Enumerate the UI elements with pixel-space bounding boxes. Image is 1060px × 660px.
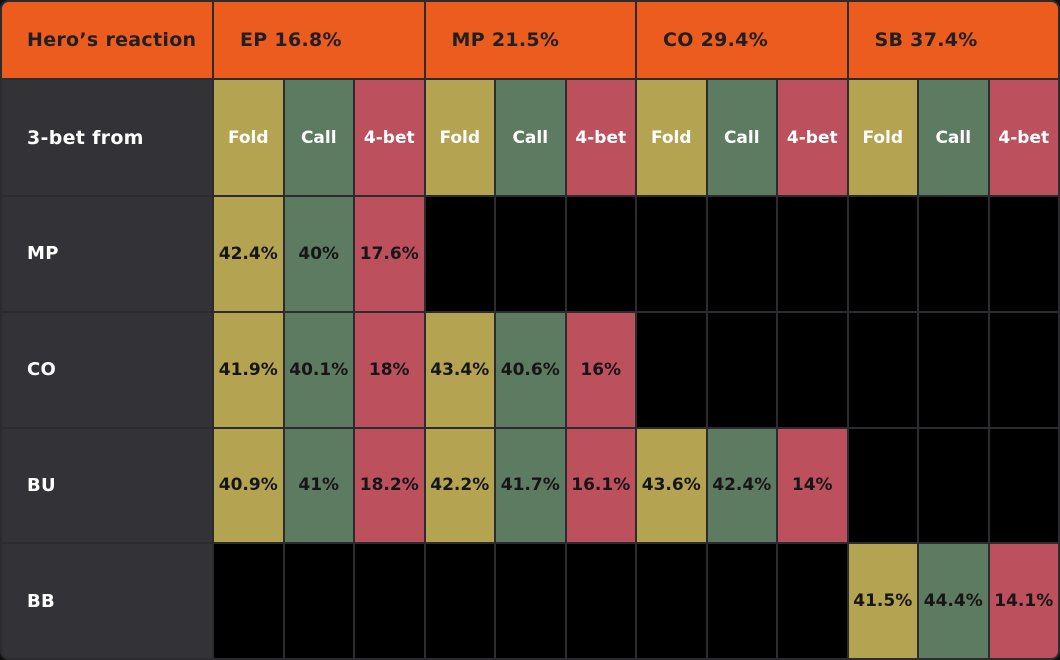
empty-cell	[707, 544, 776, 658]
empty-cell	[425, 544, 494, 658]
data-cell: 42.4%	[214, 197, 283, 311]
empty-cell	[496, 197, 565, 311]
action-header-fold: Fold	[637, 80, 706, 195]
data-cell: 14%	[778, 428, 847, 543]
data-cell: 16%	[566, 312, 635, 427]
empty-cell	[566, 197, 635, 311]
empty-cell	[637, 312, 706, 427]
data-cell: 40%	[284, 197, 353, 311]
data-cell: 41.9%	[214, 312, 283, 427]
data-cell: 42.2%	[425, 428, 494, 543]
data-cell: 18.2%	[355, 428, 424, 543]
empty-cell	[989, 312, 1058, 427]
data-cell: 43.4%	[425, 312, 494, 427]
action-header-call: Call	[707, 80, 776, 195]
empty-cell	[848, 428, 917, 543]
row-label: BB	[2, 544, 212, 658]
data-cell: 16.1%	[566, 428, 635, 543]
action-header-fold: Fold	[848, 80, 917, 195]
empty-cell	[778, 197, 847, 311]
action-header-4bet: 4-bet	[355, 80, 424, 195]
empty-cell	[707, 312, 776, 427]
empty-cell	[707, 197, 776, 311]
empty-cell	[919, 428, 988, 543]
data-cell: 42.4%	[707, 428, 776, 543]
row-header-label: 3-bet from	[2, 80, 212, 195]
empty-cell	[637, 197, 706, 311]
empty-cell	[778, 544, 847, 658]
empty-cell	[989, 428, 1058, 543]
empty-cell	[496, 544, 565, 658]
data-cell: 43.6%	[637, 428, 706, 543]
empty-cell	[355, 544, 424, 658]
action-header-4bet: 4-bet	[778, 80, 847, 195]
action-header-call: Call	[284, 80, 353, 195]
empty-cell	[778, 312, 847, 427]
empty-cell	[848, 197, 917, 311]
data-cell: 40.6%	[496, 312, 565, 427]
data-cell: 41%	[284, 428, 353, 543]
empty-cell	[848, 312, 917, 427]
action-header-call: Call	[919, 80, 988, 195]
row-label: MP	[2, 197, 212, 311]
group-header-mp: MP 21.5%	[425, 2, 635, 78]
action-header-fold: Fold	[425, 80, 494, 195]
empty-cell	[425, 197, 494, 311]
empty-cell	[989, 197, 1058, 311]
table-title: Hero’s reaction	[2, 2, 212, 78]
empty-cell	[919, 312, 988, 427]
empty-cell	[637, 544, 706, 658]
data-cell: 40.1%	[284, 312, 353, 427]
data-cell: 17.6%	[355, 197, 424, 311]
empty-cell	[919, 197, 988, 311]
group-header-co: CO 29.4%	[637, 2, 847, 78]
empty-cell	[284, 544, 353, 658]
group-header-sb: SB 37.4%	[848, 2, 1058, 78]
data-cell: 41.7%	[496, 428, 565, 543]
empty-cell	[566, 544, 635, 658]
row-label: BU	[2, 428, 212, 543]
empty-cell	[214, 544, 283, 658]
data-cell: 44.4%	[919, 544, 988, 658]
data-cell: 40.9%	[214, 428, 283, 543]
action-header-4bet: 4-bet	[989, 80, 1058, 195]
action-header-call: Call	[496, 80, 565, 195]
data-cell: 41.5%	[848, 544, 917, 658]
group-header-ep: EP 16.8%	[214, 2, 424, 78]
action-header-4bet: 4-bet	[566, 80, 635, 195]
data-cell: 14.1%	[989, 544, 1058, 658]
row-label: CO	[2, 312, 212, 427]
data-cell: 18%	[355, 312, 424, 427]
action-header-fold: Fold	[214, 80, 283, 195]
